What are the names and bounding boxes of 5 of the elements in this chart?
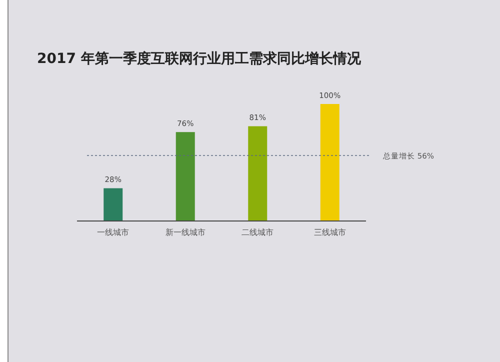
title: 2017 年第一季度互联网行业用工需求同比增长情况: [37, 51, 361, 67]
x-tick-label: 二线城市: [242, 228, 274, 237]
x-tick-label: 一线城市: [97, 228, 130, 237]
x-tick-label: 三线城市: [314, 228, 346, 237]
x-tick-label: 新一线城市: [165, 228, 206, 237]
